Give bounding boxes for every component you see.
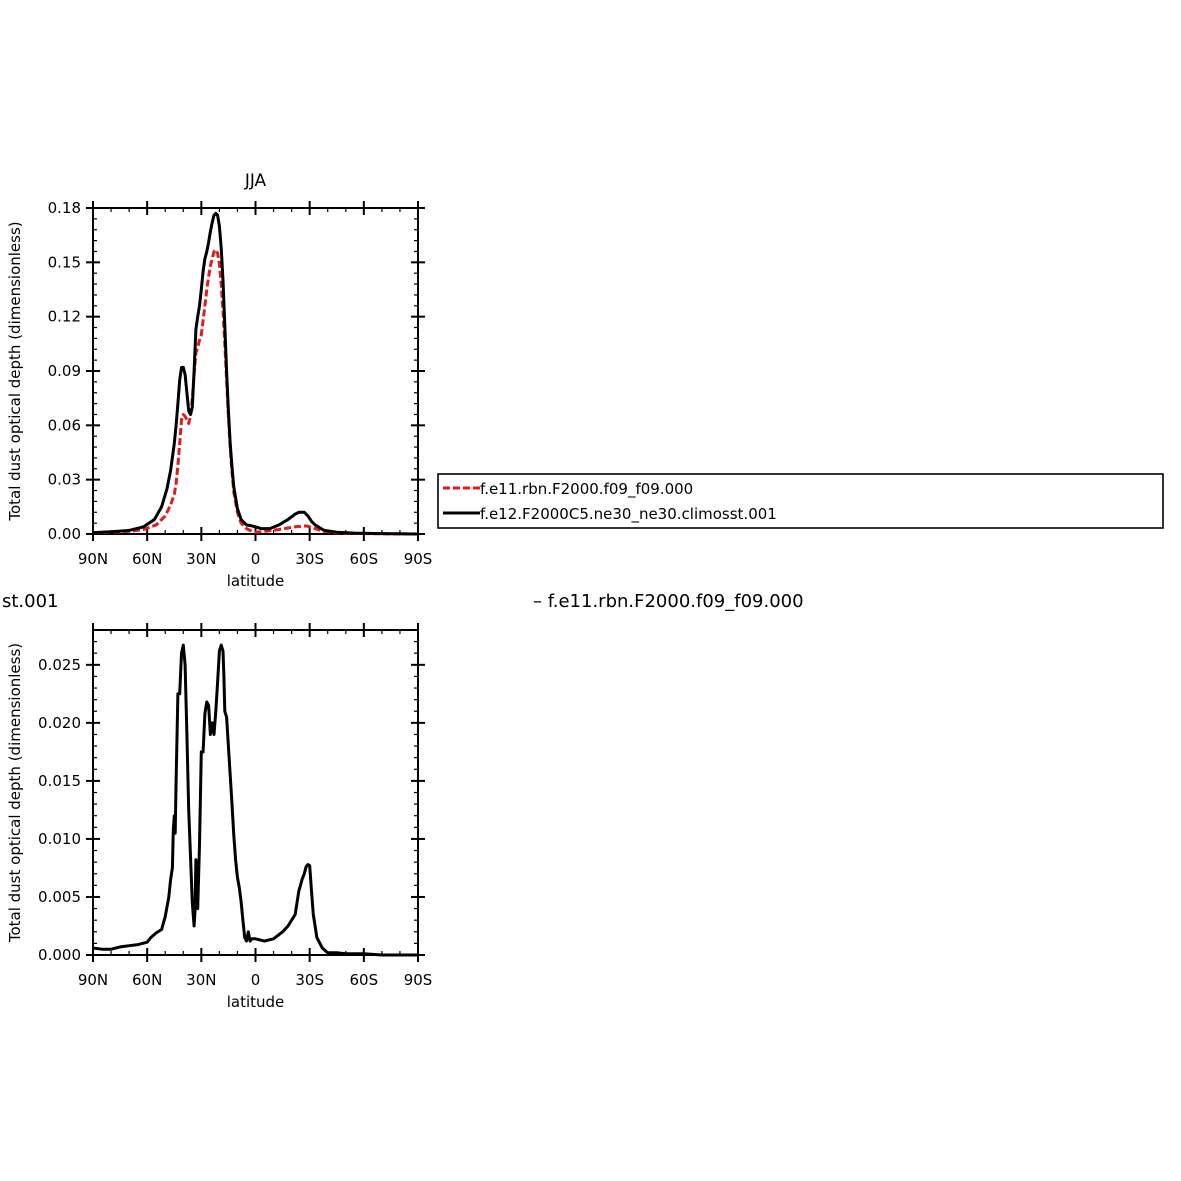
y-tick-label: 0.015 (38, 772, 81, 790)
x-tick-label: 0 (251, 550, 261, 568)
y-tick-label: 0.18 (48, 199, 81, 217)
chart-title: JJA (244, 171, 267, 191)
y-tick-label: 0.010 (38, 830, 81, 848)
x-tick-label: 30N (186, 550, 216, 568)
series-line-1 (92, 248, 419, 536)
clipped-string-left: st.001 (2, 591, 59, 612)
x-tick-label: 60S (350, 550, 379, 568)
legend-label-series-2: f.e12.F2000C5.ne30_ne30.climosst.001 (480, 505, 777, 524)
x-tick-label: 30S (295, 550, 324, 568)
series-line-2 (92, 211, 419, 536)
x-tick-label: 60S (350, 971, 379, 989)
clipped-string-right: – f.e11.rbn.F2000.f09_f09.000 (533, 591, 804, 612)
plot-frame (92, 629, 419, 956)
y-axis-label: Total dust optical depth (dimensionless) (6, 643, 24, 943)
x-tick-label: 60N (132, 971, 162, 989)
y-tick-label: 0.000 (38, 946, 81, 964)
y-tick-label: 0.005 (38, 888, 81, 906)
x-tick-label: 30N (186, 971, 216, 989)
x-tick-label: 90N (78, 550, 108, 568)
y-tick-label: 0.00 (48, 525, 81, 543)
x-tick-label: 30S (295, 971, 324, 989)
bottom-panel: 90N 60N 30N 0 30S 60S 90S 0.000 0.005 0.010 0.015 0… (6, 623, 432, 1011)
y-tick-label: 0.12 (48, 308, 81, 326)
x-axis-label: latitude (227, 993, 285, 1011)
y-axis-label: Total dust optical depth (dimensionless) (6, 221, 24, 521)
y-tick-label: 0.020 (38, 714, 81, 732)
x-tick-label: 90N (78, 971, 108, 989)
x-tick-label: 90S (404, 550, 433, 568)
y-tick-label: 0.06 (48, 416, 81, 434)
y-tick-label: 0.09 (48, 362, 81, 380)
legend-box (437, 473, 1164, 529)
top-panel: 90N 60N 30N 0 30S 60S 90S 0.00 0.03 0.06 0.09 0.12 0… (6, 171, 432, 590)
legend: f.e11.rbn.F2000.f09_f09.000 f.e12.F2000C… (437, 473, 1164, 529)
series-line-1 (92, 643, 418, 957)
x-tick-label: 0 (251, 971, 261, 989)
x-tick-label: 90S (404, 971, 433, 989)
plot-frame (92, 207, 419, 535)
y-tick-label: 0.15 (48, 253, 81, 271)
legend-label-series-1: f.e11.rbn.F2000.f09_f09.000 (480, 480, 693, 499)
x-tick-label: 60N (132, 550, 162, 568)
y-tick-label: 0.03 (48, 471, 81, 489)
y-tick-label: 0.025 (38, 656, 81, 674)
x-axis-label: latitude (227, 572, 285, 590)
